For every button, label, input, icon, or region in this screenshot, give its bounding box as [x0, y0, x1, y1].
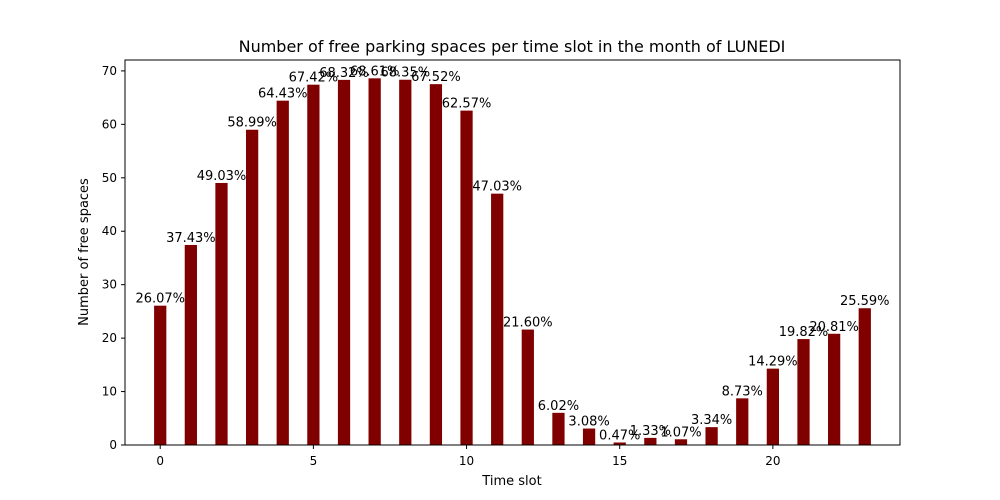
y-axis-label: Number of free spaces	[77, 178, 92, 326]
bar-label-0: 26.07%	[135, 292, 185, 307]
y-tick-label-10: 10	[102, 385, 117, 399]
bar-labels-group: 26.07%37.43%49.03%58.99%64.43%67.42%68.3…	[135, 64, 889, 443]
y-axis-ticks: 0 10 20 30 40 50 60 70	[102, 64, 125, 452]
bar-15	[613, 442, 626, 445]
bar-label-2: 49.03%	[197, 169, 247, 184]
bar-12	[521, 329, 534, 445]
bar-17	[674, 439, 688, 445]
bar-11	[491, 193, 504, 445]
bar-20	[766, 368, 779, 445]
bar-2	[215, 182, 228, 445]
plot-frame	[124, 59, 901, 446]
y-tick-label-50: 50	[102, 171, 117, 185]
bar-22	[828, 333, 841, 445]
bar-8	[399, 79, 412, 445]
bar-1	[184, 244, 197, 445]
x-axis-ticks: 0 5 10 15 20	[156, 445, 781, 468]
y-tick-label-20: 20	[102, 331, 117, 345]
x-axis-label: Time slot	[481, 474, 541, 489]
bar-23	[858, 308, 871, 445]
bar-label-14: 3.08%	[568, 415, 609, 430]
bar-label-16: 1.33%	[630, 424, 671, 439]
bar-label-8: 68.35%	[381, 66, 431, 81]
bar-label-3: 58.99%	[227, 116, 277, 131]
bar-10	[460, 110, 473, 446]
y-tick-label-30: 30	[102, 278, 117, 292]
y-tick-label-40: 40	[102, 224, 117, 238]
bar-label-5: 67.42%	[289, 71, 339, 86]
chart-title: Number of free parking spaces per time s…	[239, 37, 786, 56]
bar-label-13: 6.02%	[538, 399, 579, 414]
bar-label-22: 20.81%	[809, 320, 859, 335]
bar-6	[337, 79, 351, 445]
bar-label-10: 62.57%	[442, 97, 492, 112]
bar-0	[154, 305, 167, 445]
x-tick-label-10: 10	[459, 454, 474, 468]
bar-5	[307, 84, 320, 445]
y-tick-label-70: 70	[102, 64, 117, 78]
bar-18	[705, 427, 718, 445]
bar-13	[552, 412, 565, 445]
y-tick-label-60: 60	[102, 117, 117, 131]
bar-label-7: 68.61%	[350, 64, 400, 79]
bar-7	[368, 78, 381, 445]
bar-16	[644, 437, 657, 445]
bar-19	[736, 398, 749, 445]
x-tick-label-15: 15	[612, 454, 627, 468]
bar-9	[429, 84, 443, 445]
bars-group	[154, 78, 871, 446]
bar-3	[246, 129, 259, 446]
bar-label-1: 37.43%	[166, 231, 216, 246]
bar-label-21: 19.82%	[779, 325, 829, 340]
bar-14	[582, 428, 596, 445]
bar-label-9: 67.52%	[411, 70, 461, 85]
bar-4	[276, 100, 289, 446]
bar-label-20: 14.29%	[748, 355, 798, 370]
x-tick-label-5: 5	[310, 454, 318, 468]
x-tick-label-20: 20	[765, 454, 780, 468]
y-tick-label-0: 0	[109, 438, 117, 452]
x-tick-label-0: 0	[156, 454, 164, 468]
bar-label-4: 64.43%	[258, 87, 308, 102]
bar-label-19: 8.73%	[722, 384, 763, 399]
bar-label-12: 21.60%	[503, 316, 553, 331]
bar-label-18: 3.34%	[691, 413, 732, 428]
bar-label-6: 68.32%	[319, 66, 369, 81]
bar-label-11: 47.03%	[472, 180, 522, 195]
bar-21	[797, 339, 810, 445]
bar-label-15: 0.47%	[599, 428, 640, 443]
bar-label-17: 1.07%	[660, 425, 701, 440]
bar-label-23: 25.59%	[840, 294, 890, 309]
